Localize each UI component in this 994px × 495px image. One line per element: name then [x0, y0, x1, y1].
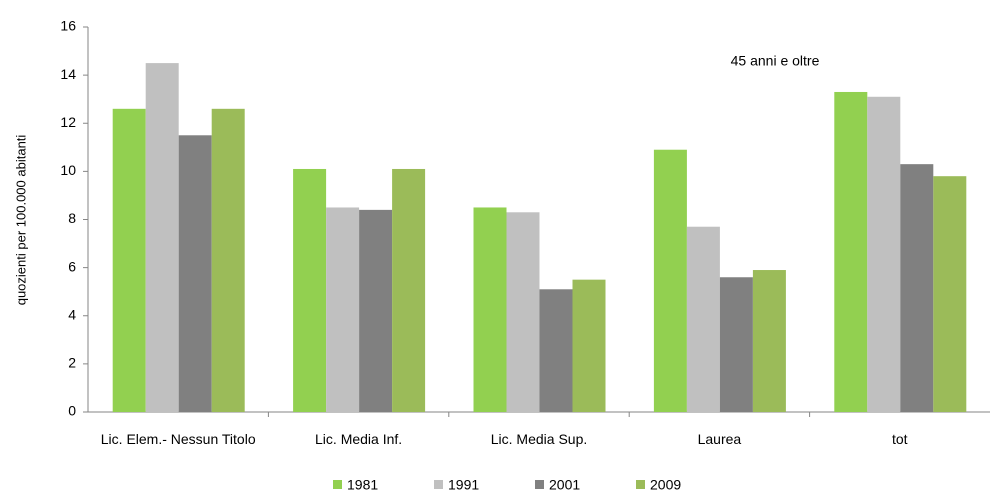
legend-swatch	[434, 480, 443, 489]
y-tick-label: 16	[60, 18, 76, 34]
bar	[211, 108, 245, 412]
bar	[145, 63, 179, 412]
legend-swatch	[535, 480, 544, 489]
bar	[653, 149, 687, 412]
y-tick-label: 4	[68, 306, 76, 322]
legend-label: 1981	[347, 477, 378, 493]
legend-label: 2009	[650, 477, 681, 493]
annotation: 45 anni e oltre	[731, 53, 820, 69]
y-tick-label: 10	[60, 162, 76, 178]
bar	[473, 207, 507, 412]
bar	[867, 96, 901, 412]
y-axis-label: quozienti per 100.000 abitanti	[13, 135, 28, 306]
bar	[933, 176, 967, 412]
y-tick-label: 6	[68, 258, 76, 274]
bar	[392, 168, 426, 412]
bar	[834, 91, 868, 412]
legend-swatch	[333, 480, 342, 489]
x-tick-label: Laurea	[697, 431, 742, 447]
y-tick-label: 0	[68, 403, 76, 419]
y-tick-label: 14	[60, 66, 76, 82]
bar	[178, 135, 212, 412]
bar	[112, 108, 146, 412]
bar	[719, 277, 753, 412]
legend-swatch	[636, 480, 645, 489]
bar	[359, 209, 393, 412]
y-tick-label: 12	[60, 114, 76, 130]
bar	[572, 279, 606, 412]
bar	[293, 168, 327, 412]
y-tick-label: 2	[68, 355, 76, 371]
x-tick-label: Lic. Elem.- Nessun Titolo	[100, 431, 256, 447]
bar	[539, 289, 573, 412]
y-tick-label: 8	[68, 210, 76, 226]
bar	[326, 207, 360, 412]
bar	[900, 164, 934, 412]
legend-label: 2001	[549, 477, 580, 493]
legend-label: 1991	[448, 477, 479, 493]
x-tick-label: Lic. Media Inf.	[315, 431, 403, 447]
bar	[506, 212, 540, 412]
x-tick-label: tot	[892, 431, 908, 447]
bar	[686, 226, 720, 412]
bar	[752, 270, 786, 412]
x-tick-label: Lic. Media Sup.	[490, 431, 588, 447]
